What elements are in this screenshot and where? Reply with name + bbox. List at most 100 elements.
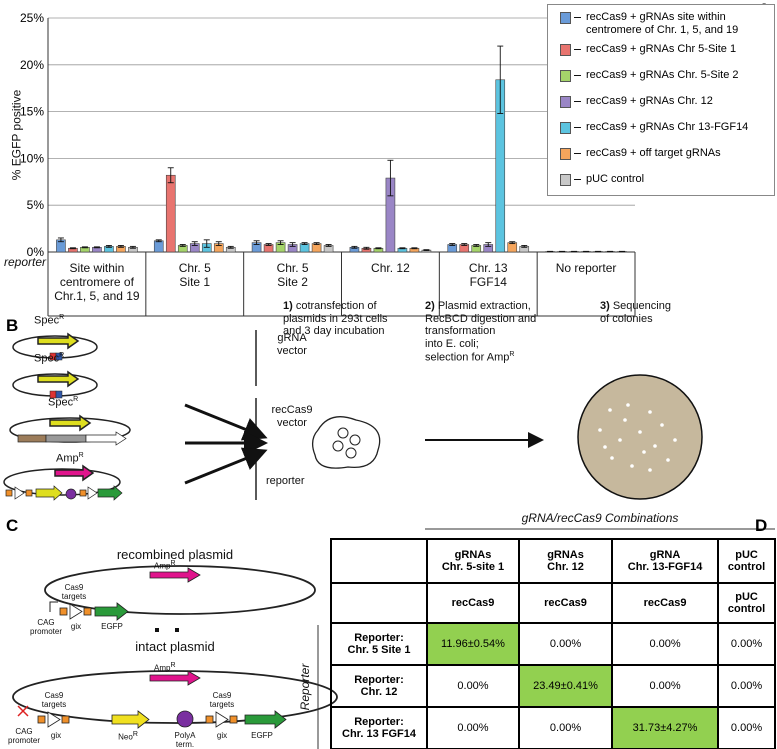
label-sup: R [59, 352, 65, 359]
table-cell: 0.00% [517, 706, 614, 749]
error-bar [497, 45, 504, 114]
polya [176, 710, 194, 728]
row-axis-label: Reporter [298, 663, 313, 711]
site [25, 489, 33, 497]
step-text: Sequencing of colonies [600, 300, 671, 325]
y-tick-label: 10% [20, 151, 44, 165]
colonies [598, 403, 677, 472]
error-bar [129, 245, 136, 249]
small-plasmid [345, 447, 357, 459]
element-label: gix [50, 731, 62, 740]
promoter-arrow [49, 601, 58, 612]
table-cell: 0.00% [717, 664, 776, 708]
site [83, 607, 92, 616]
panel-b-shapes [3, 330, 257, 501]
label-text: Spec [48, 396, 74, 409]
colony [638, 430, 642, 434]
column-subheader: recCas9 [517, 582, 614, 624]
site [205, 715, 214, 724]
group-label: reporter [266, 475, 305, 487]
label-sup: R [78, 452, 84, 459]
table-cell: 0.00% [611, 622, 720, 666]
legend-dash [574, 75, 581, 76]
gene-box [45, 434, 87, 443]
error-bar [57, 237, 64, 243]
label-sup: R [59, 314, 65, 321]
table-row: Reporter: Chr. 13 FGF14 0.00% 0.00% 31.73±4… [330, 706, 776, 749]
table-row: Reporter: Chr. 12 0.00% 23.49±0.41% 0.00% 0.… [330, 664, 776, 708]
error-bar [411, 247, 418, 250]
error-bar [399, 247, 406, 250]
colony [642, 450, 646, 454]
error-bar [461, 243, 468, 246]
small-plasmid [332, 440, 344, 452]
label-text: Amp [154, 663, 171, 673]
label-text: Neo [118, 732, 133, 742]
gene-label: SpecR [34, 314, 64, 327]
dot [155, 628, 159, 632]
small-plasmid [349, 434, 361, 446]
legend-entry: pUC control [556, 173, 644, 186]
panel-b-arrows [184, 403, 544, 485]
x-tick-label: Site within centromere of Chr.1, 5, and … [54, 261, 140, 303]
error-bar [521, 244, 528, 248]
y-tick-label: 0% [27, 245, 45, 259]
arrow-gene [37, 332, 80, 350]
x-tick-label: Chr. 5 Site 1 [178, 261, 211, 289]
legend-dash [574, 17, 581, 18]
column-header: gRNAs Chr. 5-site 1 [426, 538, 520, 584]
element-label: CAG promoter [29, 618, 63, 637]
colony [623, 418, 627, 422]
error-bar [509, 241, 516, 245]
error-bar [423, 249, 430, 252]
error-bar [265, 243, 272, 246]
colony [630, 464, 634, 468]
element-label: gix [216, 731, 228, 740]
legend-entry: recCas9 + gRNAs Chr 5-Site 1 [556, 43, 736, 56]
y-axis-title: % EGFP positive [9, 89, 24, 181]
group-label: recCas9 vector [271, 404, 313, 429]
arrow-gene [149, 567, 201, 583]
label-text: Spec [34, 314, 60, 327]
cell-plasmids [332, 427, 361, 459]
site [37, 715, 46, 724]
gene-box [55, 352, 63, 361]
table-row: Reporter: Chr. 5 Site 1 11.96±0.54% 0.00% 0… [330, 622, 776, 666]
error-bar [325, 244, 332, 247]
error-bar [69, 247, 76, 250]
bar [507, 242, 518, 253]
error-bar [155, 239, 162, 243]
step: 1) cotransfection of plasmids in 293t ce… [283, 300, 388, 338]
site [229, 715, 238, 724]
legend-dash [574, 101, 581, 102]
small-plasmid [337, 427, 349, 439]
error-bar [203, 239, 210, 248]
error-bar [93, 246, 100, 249]
error-bar [387, 159, 394, 197]
gene-label: AmpR [154, 662, 176, 673]
x-axis-title: reporter [4, 255, 47, 269]
panel-label: B [6, 316, 19, 335]
element-label: Cas9 targets [41, 691, 67, 710]
header-row: gRNAs Chr. 5-site 1 gRNAs Chr. 12 gRNA Chr… [330, 538, 776, 584]
gene-label: SpecR [34, 352, 64, 365]
error-bar [191, 241, 198, 246]
row-header: Reporter: Chr. 13 FGF14 [330, 706, 428, 749]
colony [673, 438, 677, 442]
table-title: gRNA/recCas9 Combinations [521, 511, 679, 525]
gix [215, 711, 229, 728]
gene-label: NeoR [118, 731, 138, 742]
legend: recCas9 + gRNAs site within centromere o… [547, 4, 775, 196]
step-text: cotransfection of plasmids in 293t cells… [283, 300, 388, 338]
label-sup: R [132, 731, 138, 738]
bar [153, 240, 164, 253]
table-cell: 0.00% [717, 622, 776, 666]
table-cell: 0.00% [517, 622, 614, 666]
cell [311, 416, 381, 469]
error-bar [253, 240, 260, 245]
legend-swatch [560, 148, 571, 160]
error-bar [117, 244, 124, 248]
colony [660, 423, 664, 427]
